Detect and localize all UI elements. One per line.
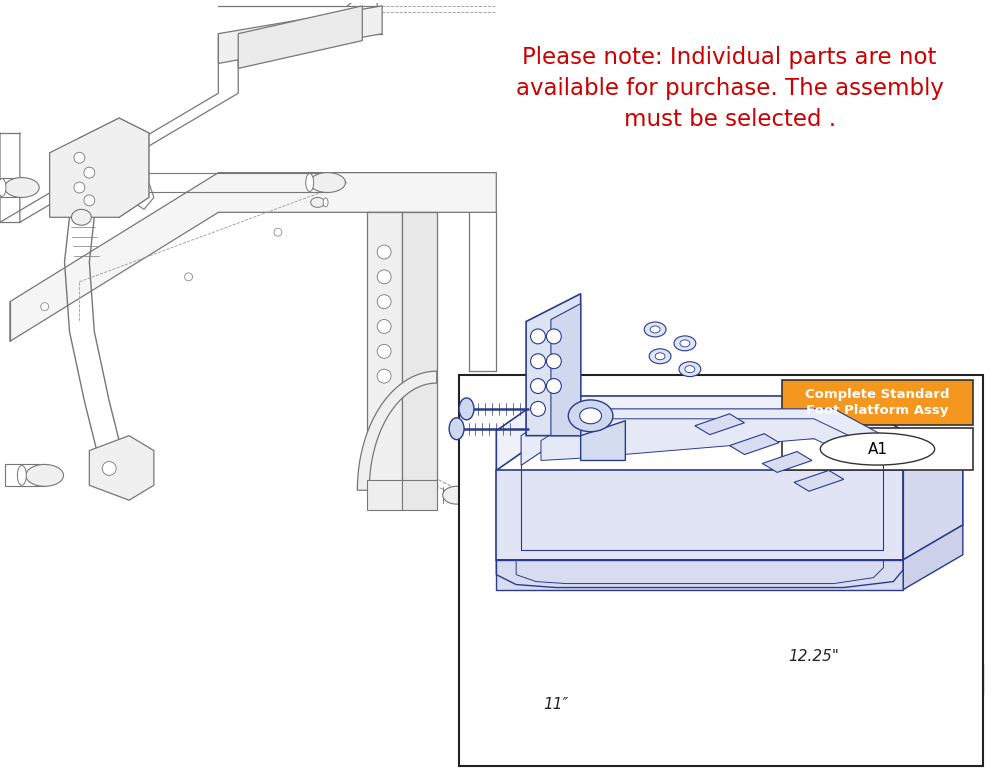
Text: 12.25": 12.25"	[789, 649, 839, 664]
Polygon shape	[762, 451, 812, 473]
Polygon shape	[903, 525, 963, 590]
Polygon shape	[10, 173, 496, 341]
Ellipse shape	[679, 362, 701, 376]
Ellipse shape	[306, 173, 314, 191]
Polygon shape	[218, 6, 382, 63]
Polygon shape	[496, 560, 903, 590]
Polygon shape	[50, 118, 149, 217]
Ellipse shape	[470, 487, 477, 503]
Ellipse shape	[674, 336, 696, 351]
Circle shape	[377, 319, 391, 333]
Polygon shape	[541, 419, 864, 462]
Polygon shape	[402, 480, 437, 510]
Circle shape	[546, 379, 561, 394]
Ellipse shape	[17, 465, 26, 485]
Ellipse shape	[311, 198, 325, 208]
Circle shape	[377, 270, 391, 284]
Polygon shape	[903, 436, 963, 560]
Text: Please note: Individual parts are not
available for purchase. The assembly
must : Please note: Individual parts are not av…	[516, 45, 944, 130]
Polygon shape	[794, 470, 844, 491]
Text: Complete Standard
Foot Platform Assy: Complete Standard Foot Platform Assy	[805, 388, 950, 417]
Polygon shape	[238, 6, 362, 69]
Ellipse shape	[644, 322, 666, 337]
Circle shape	[102, 462, 116, 476]
Polygon shape	[496, 470, 903, 560]
Circle shape	[531, 329, 545, 344]
Ellipse shape	[685, 366, 695, 373]
Circle shape	[185, 273, 193, 281]
Polygon shape	[581, 421, 625, 461]
Ellipse shape	[310, 173, 345, 192]
Circle shape	[41, 303, 49, 311]
Polygon shape	[367, 480, 402, 510]
Ellipse shape	[26, 465, 64, 487]
Circle shape	[377, 245, 391, 259]
Circle shape	[84, 195, 95, 206]
Circle shape	[546, 329, 561, 344]
Ellipse shape	[820, 433, 935, 465]
Circle shape	[377, 294, 391, 308]
Polygon shape	[89, 436, 154, 500]
Circle shape	[377, 344, 391, 358]
Ellipse shape	[580, 408, 602, 424]
Polygon shape	[551, 304, 581, 436]
Circle shape	[546, 354, 561, 369]
Polygon shape	[526, 294, 581, 436]
Bar	[459, 375, 983, 766]
Text: A1: A1	[867, 441, 887, 457]
Polygon shape	[496, 396, 903, 470]
Ellipse shape	[0, 179, 6, 197]
Ellipse shape	[568, 400, 613, 432]
Ellipse shape	[649, 349, 671, 364]
Polygon shape	[402, 212, 437, 490]
Circle shape	[531, 379, 545, 394]
Polygon shape	[695, 414, 744, 435]
Bar	[782, 429, 973, 469]
Circle shape	[531, 354, 545, 369]
Circle shape	[377, 369, 391, 383]
Ellipse shape	[449, 418, 464, 440]
Polygon shape	[521, 409, 883, 465]
Bar	[782, 380, 973, 426]
Ellipse shape	[443, 487, 470, 505]
Circle shape	[531, 401, 545, 416]
Ellipse shape	[655, 353, 665, 360]
Polygon shape	[730, 433, 779, 455]
Ellipse shape	[650, 326, 660, 333]
Text: 11″: 11″	[543, 697, 568, 711]
Ellipse shape	[680, 340, 690, 347]
Circle shape	[74, 152, 85, 163]
Ellipse shape	[4, 177, 39, 198]
Polygon shape	[357, 371, 437, 490]
Ellipse shape	[323, 198, 328, 207]
Circle shape	[74, 182, 85, 193]
Circle shape	[84, 167, 95, 178]
Ellipse shape	[71, 209, 91, 225]
Polygon shape	[367, 212, 402, 490]
Circle shape	[274, 228, 282, 236]
Ellipse shape	[459, 398, 474, 419]
